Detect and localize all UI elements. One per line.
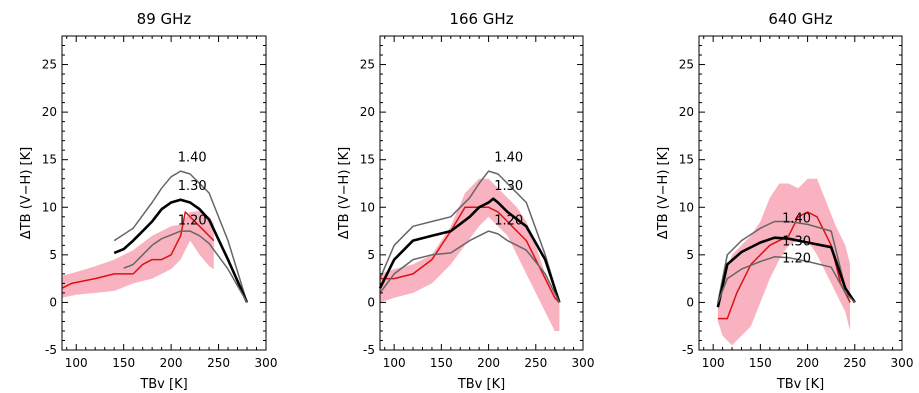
y-tick-label: 25 [679, 58, 694, 72]
x-tick-label: 200 [477, 356, 500, 370]
series-line-observed [380, 206, 560, 303]
y-tick-label: 10 [679, 200, 694, 214]
x-tick-label: 250 [843, 356, 866, 370]
plot-frame [379, 35, 584, 351]
series-line-1-40 [717, 220, 856, 303]
series-annotation: 1.20 [782, 251, 811, 266]
series-line-1-30 [113, 198, 249, 303]
series-annotation: 1.30 [494, 179, 523, 194]
x-tick-label: 100 [65, 356, 88, 370]
y-tick-label: 25 [42, 58, 57, 72]
y-tick-label: -5 [45, 343, 57, 357]
y-tick-label: 10 [42, 200, 57, 214]
y-axis-label: ΔTB (V−H) [K] [19, 147, 34, 239]
y-tick-label: 15 [679, 153, 694, 167]
chart-title: 166 GHz [449, 10, 513, 28]
x-axis-label: TBv [K] [776, 377, 824, 392]
y-tick-label: 0 [49, 295, 57, 309]
x-tick-label: 250 [207, 356, 230, 370]
y-tick-label: 5 [367, 248, 375, 262]
y-tick-label: 15 [42, 153, 57, 167]
y-tick-label: 20 [42, 105, 57, 119]
uncertainty-band [380, 178, 560, 331]
plot-frame [698, 35, 903, 351]
x-tick-label: 200 [796, 356, 819, 370]
x-tick-label: 250 [524, 356, 547, 370]
x-tick-label: 100 [383, 356, 406, 370]
y-tick-label: 5 [686, 248, 694, 262]
y-tick-label: 10 [360, 200, 375, 214]
series-annotation: 1.30 [178, 179, 207, 194]
y-tick-label: 5 [49, 248, 57, 262]
series-annotation: 1.20 [178, 213, 207, 228]
y-tick-label: 20 [360, 105, 375, 119]
x-tick-label: 150 [430, 356, 453, 370]
series-line-1-40 [113, 170, 248, 303]
series-annotation: 1.40 [178, 151, 207, 166]
y-tick-label: -5 [682, 343, 694, 357]
series-line-1-20 [717, 256, 856, 303]
y-tick-label: -5 [363, 343, 375, 357]
x-tick-label: 150 [749, 356, 772, 370]
series-line-1-30 [716, 236, 856, 308]
series-annotation: 1.40 [494, 151, 523, 166]
y-tick-label: 0 [686, 295, 694, 309]
x-tick-label: 200 [160, 356, 183, 370]
chart-title: 89 GHz [137, 10, 192, 28]
chart-panel-2: 1.40 1.30 1.20 100 150 200 250 300 -5 0 5 10 15 20 25 1… [337, 10, 594, 392]
x-axis-label: TBv [K] [457, 377, 505, 392]
series-annotation: 1.40 [782, 211, 811, 226]
x-tick-label: 100 [702, 356, 725, 370]
plot-frame [61, 35, 267, 351]
y-tick-label: 25 [360, 58, 375, 72]
series-annotation: 1.30 [782, 234, 811, 249]
x-tick-label: 150 [112, 356, 135, 370]
x-tick-label: 300 [255, 356, 278, 370]
series-line-1-40 [379, 170, 561, 303]
chart-title: 640 GHz [768, 10, 832, 28]
x-axis-label: TBv [K] [139, 377, 187, 392]
series-line-1-20 [379, 230, 561, 303]
y-axis-label: ΔTB (V−H) [K] [337, 147, 352, 239]
chart-panel-1: 1.40 1.30 1.20 100 150 200 250 300 -5 0 5 10 15 20 25 8… [19, 10, 277, 392]
x-tick-label: 300 [891, 356, 914, 370]
y-axis-label: ΔTB (V−H) [K] [656, 147, 671, 239]
x-tick-label: 300 [572, 356, 595, 370]
series-annotation: 1.20 [494, 213, 523, 228]
chart-panel-3: 1.40 1.30 1.20 100 150 200 250 300 -5 0 5 10 15 20 25 6… [656, 10, 913, 392]
uncertainty-band [717, 178, 851, 346]
y-tick-label: 0 [367, 295, 375, 309]
series-line-observed [61, 211, 215, 289]
series-line-1-30 [378, 197, 561, 303]
series-line-1-20 [123, 230, 248, 303]
y-tick-label: 15 [360, 153, 375, 167]
y-tick-label: 20 [679, 105, 694, 119]
